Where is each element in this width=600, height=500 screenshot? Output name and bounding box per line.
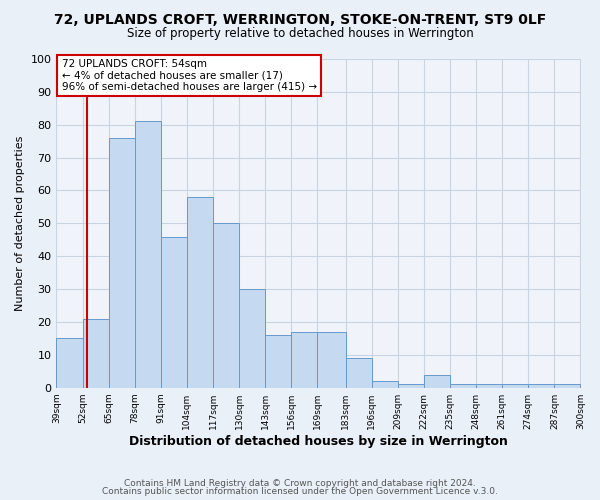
Y-axis label: Number of detached properties: Number of detached properties	[15, 136, 25, 311]
Text: Size of property relative to detached houses in Werrington: Size of property relative to detached ho…	[127, 28, 473, 40]
X-axis label: Distribution of detached houses by size in Werrington: Distribution of detached houses by size …	[129, 434, 508, 448]
Text: Contains HM Land Registry data © Crown copyright and database right 2024.: Contains HM Land Registry data © Crown c…	[124, 478, 476, 488]
Bar	[213, 224, 239, 388]
Bar	[109, 138, 135, 388]
Bar	[554, 384, 580, 388]
Bar	[265, 335, 292, 388]
Bar	[502, 384, 528, 388]
Bar	[317, 332, 346, 388]
Bar	[528, 384, 554, 388]
Bar	[292, 332, 317, 388]
Bar	[187, 197, 213, 388]
Text: 72, UPLANDS CROFT, WERRINGTON, STOKE-ON-TRENT, ST9 0LF: 72, UPLANDS CROFT, WERRINGTON, STOKE-ON-…	[54, 12, 546, 26]
Bar	[450, 384, 476, 388]
Bar	[398, 384, 424, 388]
Bar	[239, 289, 265, 388]
Bar	[83, 318, 109, 388]
Bar	[346, 358, 371, 388]
Bar	[476, 384, 502, 388]
Bar	[135, 122, 161, 388]
Text: Contains public sector information licensed under the Open Government Licence v.: Contains public sector information licen…	[102, 487, 498, 496]
Bar	[371, 381, 398, 388]
Bar	[161, 236, 187, 388]
Bar	[56, 338, 83, 388]
Bar	[424, 374, 450, 388]
Text: 72 UPLANDS CROFT: 54sqm
← 4% of detached houses are smaller (17)
96% of semi-det: 72 UPLANDS CROFT: 54sqm ← 4% of detached…	[62, 59, 317, 92]
